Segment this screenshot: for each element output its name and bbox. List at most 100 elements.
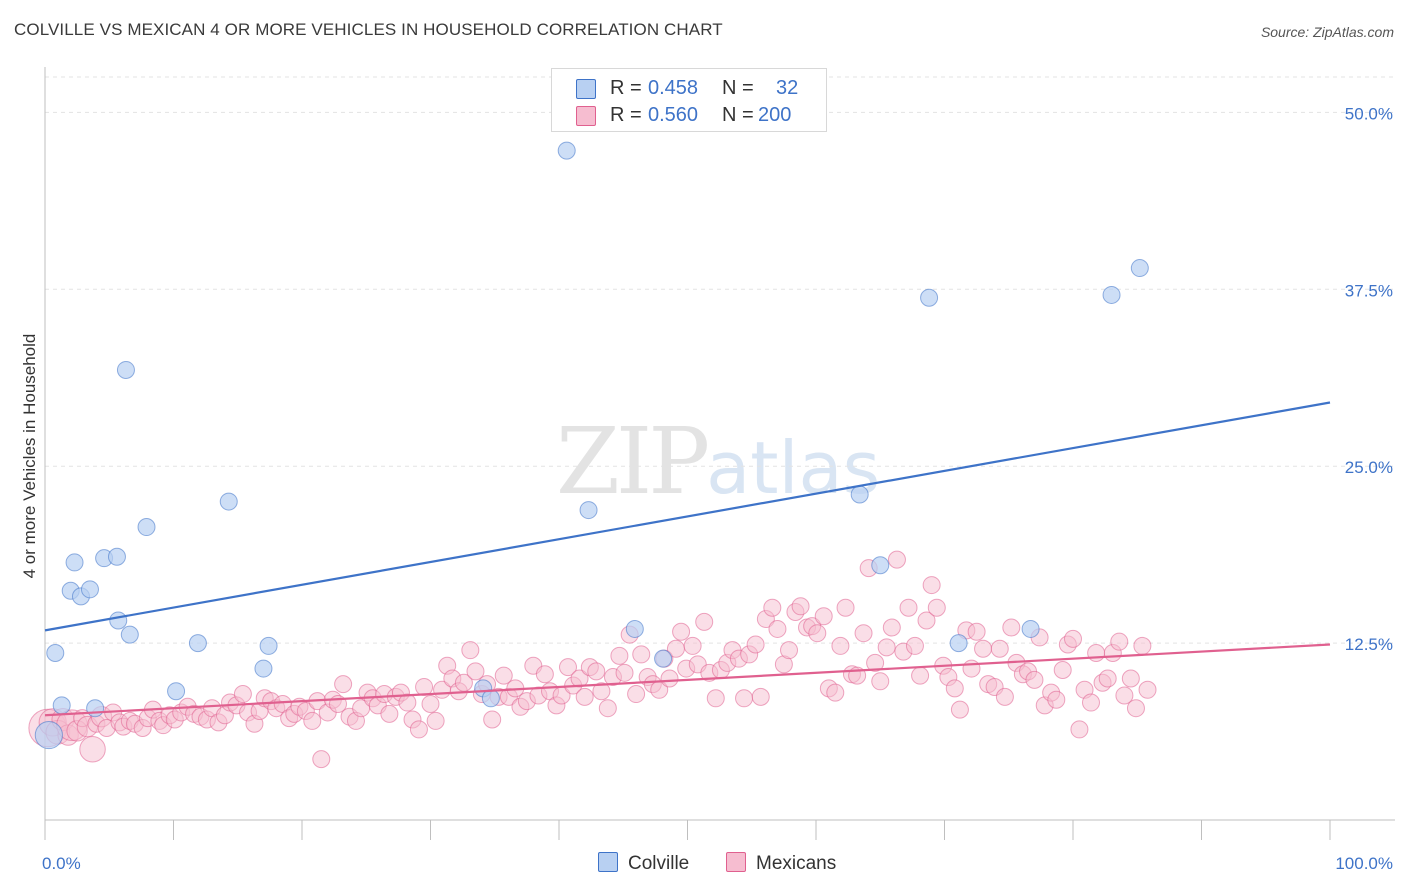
mexicans-point: [871, 672, 890, 691]
mexicans-point: [672, 622, 691, 641]
mexicans-point: [570, 669, 589, 688]
mexicans-point: [922, 576, 941, 595]
mexicans-point: [1070, 720, 1089, 739]
mexicans-point: [746, 635, 765, 654]
series-legend: Colville Mexicans: [0, 852, 1406, 878]
mexicans-point: [1115, 686, 1134, 705]
mexicans-point: [791, 597, 810, 616]
colville-point: [52, 696, 71, 715]
colville-point: [188, 634, 207, 653]
mexicans-point: [995, 687, 1014, 706]
mexicans-point: [950, 700, 969, 719]
mexicans-point: [466, 662, 485, 681]
mexicans-point: [882, 618, 901, 637]
colville-point: [109, 611, 128, 630]
mexicans-point: [927, 598, 946, 617]
mexicans-point: [866, 653, 885, 672]
mexicans-point: [1133, 636, 1152, 655]
mexicans-point: [831, 636, 850, 655]
mexicans-point: [974, 639, 993, 658]
mexicans-point: [1025, 670, 1044, 689]
mexicans-point: [79, 735, 106, 763]
mexicans-point: [836, 598, 855, 617]
mexicans-point: [780, 641, 799, 660]
legend-mexicans-r: 0.560: [648, 104, 699, 126]
mexicans-point: [911, 666, 930, 685]
legend-colville-r: 0.458: [648, 77, 699, 99]
colville-point: [107, 547, 126, 566]
mexicans-point: [1087, 644, 1106, 663]
mexicans-point: [962, 659, 981, 678]
mexicans-point: [899, 598, 918, 617]
legend-swatch-colville: [576, 79, 596, 99]
colville-point: [219, 492, 238, 511]
colville-point: [34, 720, 63, 750]
legend-r-label: R =: [610, 77, 642, 99]
mexicans-trend-line: [44, 643, 1331, 717]
mexicans-point: [409, 720, 428, 739]
mexicans-point: [421, 694, 440, 713]
colville-point: [654, 649, 673, 668]
colville-point: [167, 682, 186, 701]
mexicans-point: [303, 711, 322, 730]
legend-n-label: N =: [722, 77, 754, 99]
legend-item-colville: Colville: [598, 852, 689, 875]
mexicans-point: [1064, 629, 1082, 648]
correlation-legend: R = 0.458 N = 32 R = 0.560 N = 200: [551, 68, 827, 132]
mexicans-point: [826, 683, 845, 702]
mexicans-point: [808, 624, 827, 643]
colville-point: [920, 288, 939, 307]
mexicans-point: [917, 611, 936, 630]
legend-r-label: R =: [610, 104, 642, 126]
mexicans-point: [587, 662, 606, 681]
mexicans-point: [1110, 632, 1129, 651]
mexicans-point: [1098, 669, 1117, 688]
colville-point: [80, 580, 99, 599]
y-axis-label: 4 or more Vehicles in Household: [20, 333, 39, 579]
x-tick-label-max: 100.0%: [1335, 854, 1393, 873]
mexicans-point: [1121, 669, 1140, 688]
mexicans-point: [887, 550, 906, 569]
mexicans-point: [461, 641, 480, 660]
mexicans-point: [967, 622, 986, 641]
y-tick-label: 50.0%: [1345, 104, 1393, 123]
legend-label-mexicans: Mexicans: [756, 853, 837, 874]
mexicans-point: [415, 677, 434, 696]
mexicans-point: [1053, 660, 1072, 679]
mexicans-point: [615, 663, 634, 682]
mexicans-point: [814, 607, 833, 626]
mexicans-point: [1047, 690, 1066, 709]
colville-point: [65, 553, 84, 572]
mexicans-point: [945, 679, 964, 698]
mexicans-point: [706, 689, 725, 708]
colville-point: [949, 634, 968, 653]
mexicans-point: [627, 685, 646, 704]
colville-point: [254, 659, 273, 678]
colville-point: [481, 689, 500, 708]
watermark-zip: ZIP: [556, 408, 710, 515]
mexicans-point: [695, 612, 714, 631]
mexicans-point: [426, 711, 445, 730]
mexicans-point: [483, 710, 502, 729]
legend-swatch-mexicans: [576, 106, 596, 126]
mexicans-point: [763, 598, 782, 617]
mexicans-point: [735, 689, 754, 708]
mexicans-point: [632, 645, 651, 664]
legend-n-label: N =: [722, 104, 754, 126]
colville-point: [625, 619, 644, 638]
mexicans-point: [1081, 693, 1100, 712]
mexicans-point: [990, 639, 1009, 658]
y-tick-label: 25.0%: [1345, 458, 1393, 477]
mexicans-point: [398, 693, 417, 712]
mexicans-point: [558, 658, 577, 677]
mexicans-point: [494, 666, 513, 685]
colville-point: [1130, 259, 1149, 278]
source-credit: Source: ZipAtlas.com: [1260, 24, 1394, 40]
mexicans-point: [380, 704, 399, 723]
colville-point: [86, 699, 105, 718]
zipatlas-watermark: ZIPatlas: [556, 408, 880, 515]
mexicans-point: [610, 646, 629, 665]
mexicans-point: [233, 685, 252, 704]
mexicans-point: [334, 675, 353, 694]
